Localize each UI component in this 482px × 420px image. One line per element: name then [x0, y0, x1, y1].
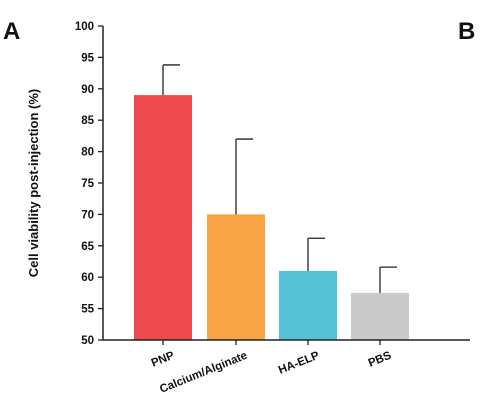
- y-axis-title: Cell viability post-injection (%): [26, 89, 41, 278]
- y-tick-label-4: 65: [81, 241, 94, 253]
- y-tick-label-5: 70: [81, 209, 94, 221]
- y-tick-label-2: 55: [81, 304, 94, 316]
- bar-4: [351, 292, 409, 340]
- y-tick-label-11: 100: [75, 21, 94, 33]
- y-tick-label-8: 85: [81, 115, 94, 127]
- panel-label-a: A: [3, 18, 20, 45]
- x-tick-label-3: HA-ELP: [277, 350, 321, 377]
- x-tick-label-1: PNP: [150, 350, 177, 370]
- x-tick-label-4: PBS: [367, 350, 394, 370]
- y-tick-label-6: 75: [81, 178, 94, 190]
- bar-2: [207, 214, 265, 340]
- y-tick-label-7: 80: [81, 147, 94, 159]
- y-tick-label-3: 60: [81, 272, 94, 284]
- y-tick-label-9: 90: [81, 84, 94, 96]
- y-ticks-group: 50 55 60 65 70 75 80 85 90 95 100: [75, 21, 103, 347]
- bar-1: [134, 95, 192, 340]
- panel-label-b: B: [458, 18, 475, 45]
- y-tick-label-10: 95: [81, 52, 94, 64]
- bar-3: [279, 270, 337, 340]
- error-bars-group: [162, 64, 397, 293]
- y-tick-label-1: 50: [81, 335, 94, 347]
- bars-group: [134, 95, 409, 340]
